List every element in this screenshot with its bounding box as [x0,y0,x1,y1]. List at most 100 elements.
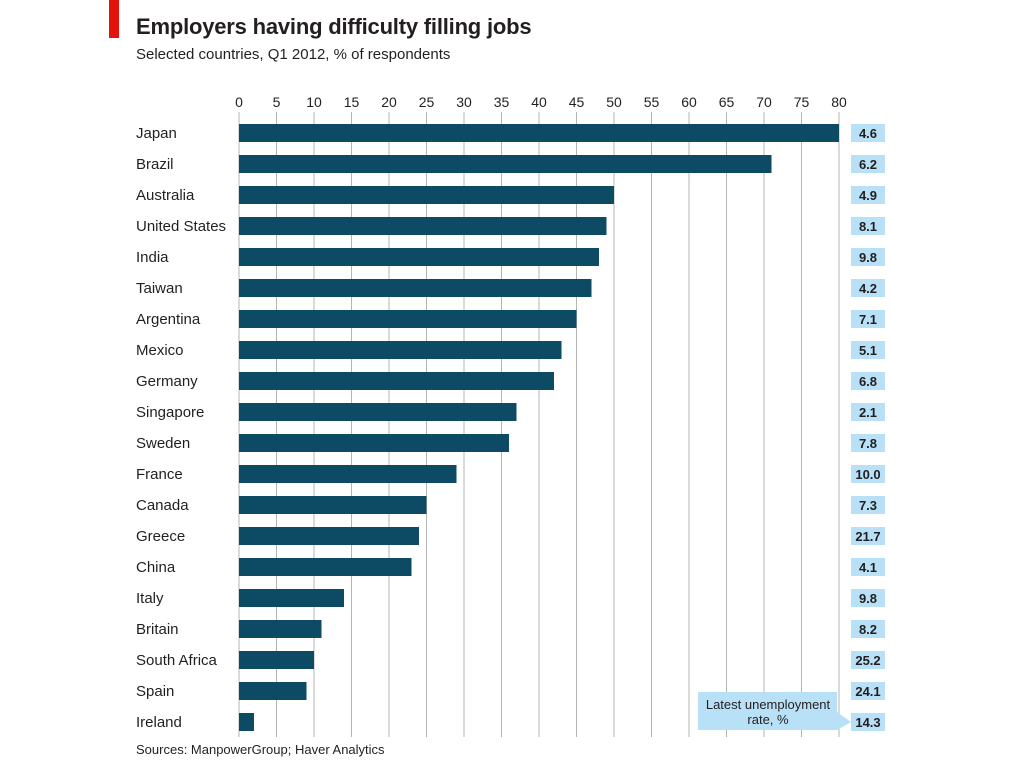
x-tick-label: 65 [719,94,735,110]
category-label: Ireland [136,714,182,731]
x-tick-label: 35 [494,94,510,110]
x-tick-label: 80 [831,94,847,110]
side-value-label: 4.1 [859,560,877,575]
accent-tag [109,0,119,38]
side-value-box [851,651,885,669]
category-label: Italy [136,590,164,607]
x-tick-label: 75 [794,94,810,110]
x-tick-label: 5 [273,94,281,110]
side-value-box [851,124,885,142]
x-tick-label: 20 [381,94,397,110]
side-value-box [851,713,885,731]
side-value-box [851,155,885,173]
side-value-box [851,217,885,235]
category-label: Greece [136,528,185,545]
category-label: Japan [136,125,177,142]
side-value-label: 9.8 [859,591,877,606]
bar [239,403,517,421]
category-label: France [136,466,183,483]
side-value-label: 6.8 [859,374,877,389]
side-value-box [851,310,885,328]
side-value-label: 25.2 [855,653,880,668]
bar [239,310,577,328]
side-value-label: 4.2 [859,281,877,296]
side-label-line-2: rate, % [747,712,789,727]
side-value-label: 7.3 [859,498,877,513]
x-tick-label: 0 [235,94,243,110]
category-label: Spain [136,683,174,700]
category-label: Germany [136,373,198,390]
x-tick-label: 30 [456,94,472,110]
category-label: Mexico [136,342,184,359]
x-tick-label: 45 [569,94,585,110]
bar [239,620,322,638]
side-value-label: 7.8 [859,436,877,451]
side-value-label: 4.9 [859,188,877,203]
x-tick-label: 50 [606,94,622,110]
bar [239,558,412,576]
side-value-box [851,279,885,297]
category-label: United States [136,218,226,235]
bar [239,434,509,452]
category-label: Australia [136,187,195,204]
side-value-box [851,558,885,576]
side-value-label: 14.3 [855,715,880,730]
side-value-box [851,403,885,421]
bar [239,496,427,514]
side-value-box [851,434,885,452]
category-label: Taiwan [136,280,183,297]
bar [239,651,314,669]
side-value-box [851,589,885,607]
category-label: Britain [136,621,179,638]
x-tick-label: 25 [419,94,435,110]
side-value-label: 4.6 [859,126,877,141]
bar [239,372,554,390]
bar [239,279,592,297]
side-value-label: 9.8 [859,250,877,265]
side-label-line-1: Latest unemployment [706,697,831,712]
bar [239,527,419,545]
bar [239,589,344,607]
side-value-label: 2.1 [859,405,877,420]
side-value-label: 10.0 [855,467,880,482]
bar [239,217,607,235]
bar [239,465,457,483]
side-value-box [851,248,885,266]
category-label: Singapore [136,404,204,421]
chart-title: Employers having difficulty filling jobs [136,14,532,39]
side-value-label: 24.1 [855,684,880,699]
bar [239,124,839,142]
side-value-box [851,682,885,700]
side-value-label: 8.2 [859,622,877,637]
bar [239,248,599,266]
category-label: Canada [136,497,189,514]
side-value-box [851,186,885,204]
side-value-box [851,372,885,390]
side-value-label: 8.1 [859,219,877,234]
side-value-label: 21.7 [855,529,880,544]
side-label-callout [698,692,851,730]
bar [239,155,772,173]
x-tick-label: 40 [531,94,547,110]
chart-source: Sources: ManpowerGroup; Haver Analytics [136,742,385,757]
category-label: India [136,249,169,266]
category-label: Argentina [136,311,201,328]
x-tick-label: 55 [644,94,660,110]
side-value-label: 7.1 [859,312,877,327]
side-value-box [851,465,885,483]
side-value-label: 6.2 [859,157,877,172]
bar [239,713,254,731]
category-label: Sweden [136,435,190,452]
x-tick-label: 70 [756,94,772,110]
side-value-label: 5.1 [859,343,877,358]
x-tick-label: 60 [681,94,697,110]
chart-subtitle: Selected countries, Q1 2012, % of respon… [136,46,451,63]
category-label: Brazil [136,156,174,173]
category-label: China [136,559,176,576]
side-value-box [851,527,885,545]
bar [239,341,562,359]
x-tick-label: 10 [306,94,322,110]
x-tick-label: 15 [344,94,360,110]
side-value-box [851,620,885,638]
